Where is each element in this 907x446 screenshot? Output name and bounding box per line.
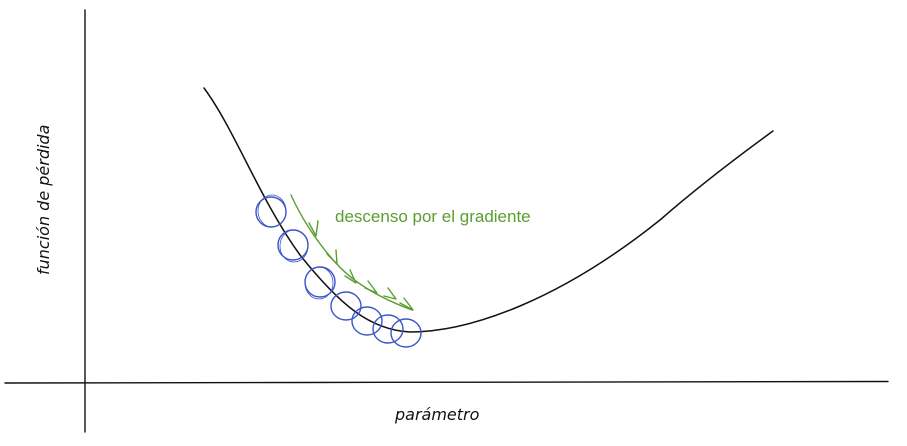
annotation-label: descenso por el gradiente xyxy=(335,207,531,226)
arrowhead-6 xyxy=(399,297,414,311)
arrowhead-3 xyxy=(344,269,357,284)
x-axis-label: parámetro xyxy=(394,405,480,424)
step-circle-6 xyxy=(372,314,404,344)
arrowhead-4 xyxy=(364,280,378,294)
step-circle-7 xyxy=(390,318,422,348)
gradient-steps xyxy=(255,194,422,348)
y-axis-label: función de pérdida xyxy=(34,125,53,275)
descent-arrows xyxy=(290,194,414,311)
arrowhead-2 xyxy=(326,249,338,265)
arrowhead-5 xyxy=(383,287,397,300)
step-circle-5 xyxy=(351,306,383,336)
arrowhead-1 xyxy=(308,220,319,237)
x-axis-line xyxy=(4,380,889,384)
step-circle-4 xyxy=(330,291,362,321)
